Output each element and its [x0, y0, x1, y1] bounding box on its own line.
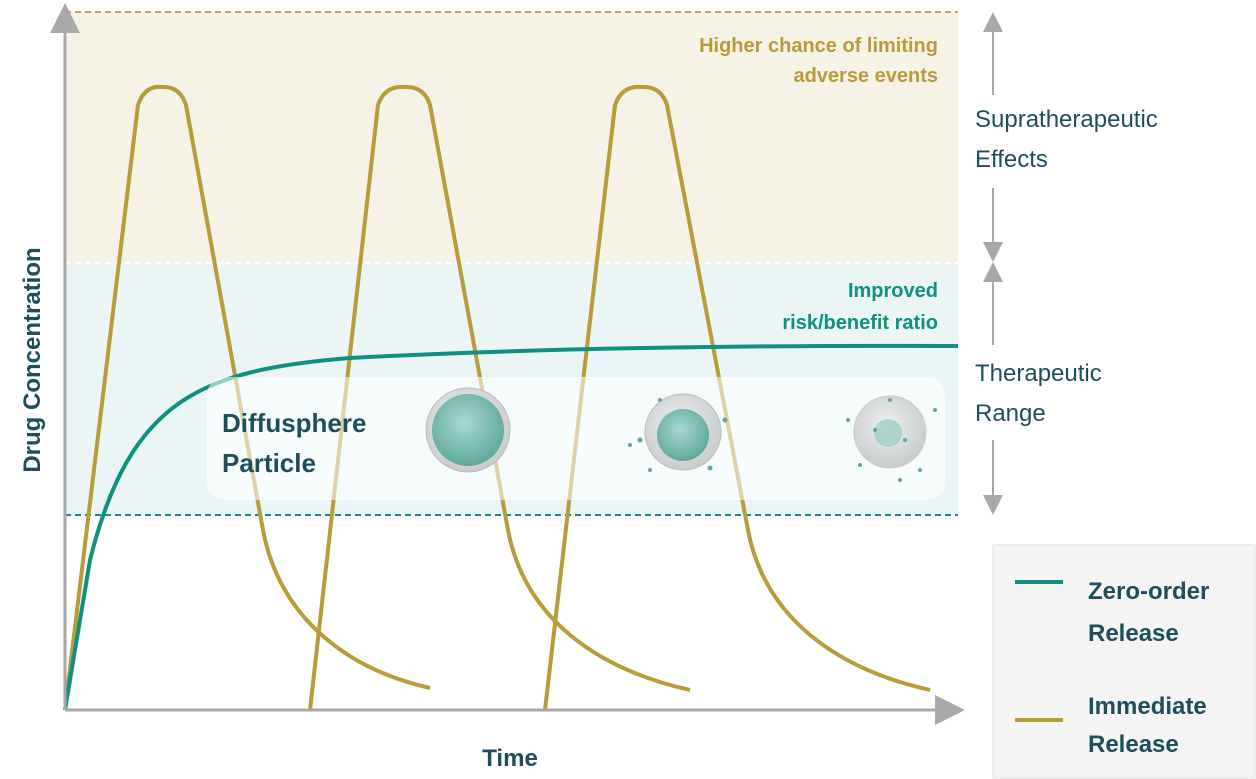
legend-label: Release [1088, 731, 1179, 758]
immediate-release-curves [63, 84, 931, 711]
zone-label: Supratherapeutic [975, 106, 1158, 133]
legend-label: Zero-order [1088, 578, 1209, 605]
zone-note: Higher chance of limiting [699, 35, 938, 57]
particle-label: Particle [222, 448, 316, 478]
legend-label: Immediate [1088, 693, 1207, 720]
legend-label: Release [1088, 620, 1179, 647]
zone-label: Range [975, 400, 1046, 427]
supra-zone [65, 12, 958, 263]
zone-label: Therapeutic [975, 360, 1102, 387]
zone-note: risk/benefit ratio [782, 312, 938, 334]
zero-order-curve [63, 343, 959, 711]
zone-label: Effects [975, 146, 1048, 173]
y-axis-label: Drug Concentration [19, 247, 46, 472]
particle-label: Diffusphere [222, 408, 366, 438]
x-axis-label: Time [482, 745, 538, 772]
zone-note: Improved [848, 280, 938, 302]
particles [425, 387, 937, 482]
particle-panel [207, 377, 945, 500]
zone-note: adverse events [793, 65, 938, 87]
